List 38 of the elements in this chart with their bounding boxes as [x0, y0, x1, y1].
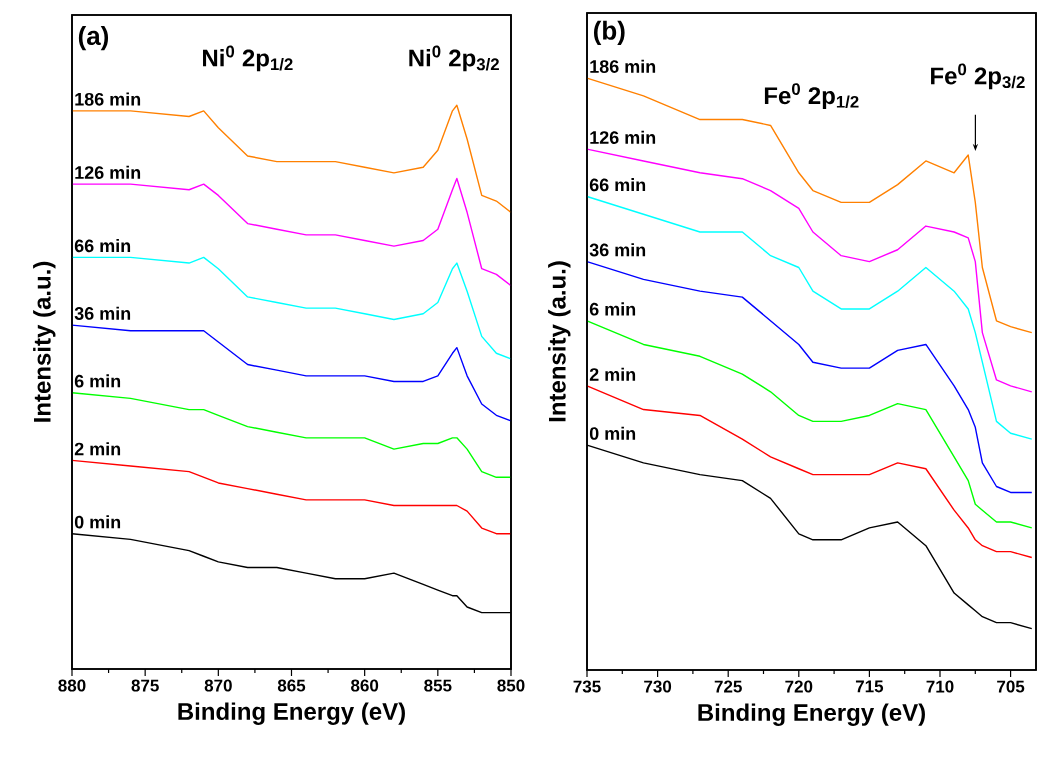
annotation: Fe$^{0}$ 2p$_{3/2}$ — [931, 63, 1025, 90]
series-label: 6 min — [589, 302, 636, 316]
series-label: 66 min — [589, 178, 646, 192]
series-label: 36 min — [74, 306, 131, 320]
y-axis-title: Intensity (a.u.) — [33, 261, 56, 422]
x-axis-title: Binding Energy (eV) — [178, 702, 405, 725]
series-label: 6 min — [74, 374, 121, 388]
x-tick-label: 865 — [277, 679, 306, 692]
series-label: 0 min — [589, 426, 636, 440]
series-label: 66 min — [74, 239, 131, 253]
series-label: 126 min — [590, 130, 656, 144]
x-tick-label: 870 — [204, 679, 232, 692]
text: (a) — [78, 26, 109, 51]
x-tick-label: 710 — [926, 680, 954, 693]
text: Ni$^{0}$ 2p$_{1/2}$ — [203, 45, 293, 72]
x-tick-label: 880 — [58, 679, 86, 692]
x-tick-label: 715 — [855, 680, 884, 693]
x-tick-label: 730 — [644, 680, 672, 693]
text: (b) — [593, 20, 625, 45]
x-tick-label: 855 — [424, 679, 452, 692]
y-axis-title: Intensity (a.u.) — [548, 261, 571, 422]
x-axis-title: Binding Energy (eV) — [698, 703, 925, 726]
series-label: 0 min — [74, 515, 121, 529]
series-label: 2 min — [589, 367, 636, 381]
x-tick-label: 735 — [573, 680, 601, 693]
x-tick-label: 860 — [351, 679, 379, 692]
annotation: Fe$^{0}$ 2p$_{1/2}$ — [764, 83, 859, 109]
series-label: 36 min — [589, 243, 646, 257]
series-label: 2 min — [74, 442, 121, 456]
x-tick-label: 705 — [997, 680, 1025, 693]
x-tick-label: 725 — [714, 680, 742, 693]
x-tick-label: 720 — [785, 680, 813, 693]
x-tick-label: 850 — [497, 679, 525, 692]
series-label: 126 min — [75, 165, 141, 179]
text: Ni$^{0}$ 2p$_{3/2}$ — [409, 45, 499, 72]
series-label: 186 min — [75, 92, 141, 106]
series-label: 186 min — [590, 59, 656, 73]
x-tick-label: 875 — [131, 679, 159, 692]
